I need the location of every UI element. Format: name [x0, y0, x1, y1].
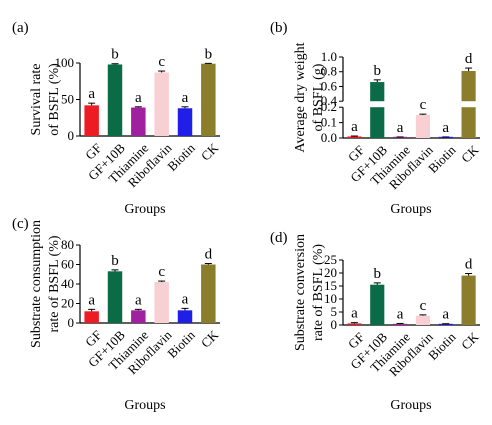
bar-4-4 — [438, 323, 453, 325]
bar-3-3 — [154, 282, 169, 323]
x-tick-label-2-5: CK — [458, 142, 482, 166]
y-tick-label-4-2: 10 — [324, 291, 337, 306]
significance-letter-2-5: d — [465, 51, 473, 67]
significance-letter-1-0: a — [88, 86, 95, 102]
significance-letter-2-0: a — [351, 119, 358, 135]
panel-label-4: (d) — [270, 230, 288, 246]
y-tick-label-1-1: 50 — [61, 92, 74, 107]
significance-letter-1-3: c — [158, 54, 165, 70]
x-tick-label-4-4: Biotin — [425, 329, 459, 363]
significance-letter-3-2: a — [135, 292, 142, 308]
y-tick-label-1-2: 100 — [55, 55, 75, 70]
bar-3-5 — [201, 264, 216, 323]
x-tick-label-2-4: Biotin — [425, 142, 459, 176]
x-tick-label-3-4: Biotin — [164, 327, 198, 361]
x-tick-label-3-5: CK — [198, 327, 222, 351]
bar-2-1-lower — [370, 107, 385, 138]
significance-letter-4-1: b — [374, 266, 382, 282]
y-axis-label-2-line1: Average dry weight — [293, 42, 308, 152]
significance-letter-4-5: d — [465, 257, 473, 273]
y-tick-label-4-4: 20 — [324, 265, 337, 280]
y-tick-label-2-5: 0.8 — [321, 64, 337, 79]
y-tick-label-3-1: 20 — [61, 296, 74, 311]
significance-letter-3-4: a — [182, 291, 189, 307]
bar-4-3 — [415, 315, 430, 325]
significance-letter-2-4: a — [442, 120, 449, 136]
bar-4-2 — [393, 323, 408, 325]
bar-3-2 — [131, 310, 146, 323]
significance-letter-2-2: a — [397, 120, 404, 136]
bar-1-4 — [177, 108, 193, 136]
x-axis-label-1: Groups — [124, 202, 165, 217]
significance-letter-4-2: a — [397, 306, 404, 322]
y-tick-label-4-5: 25 — [324, 252, 337, 267]
bar-3-0 — [84, 311, 99, 323]
bar-2-5 — [461, 71, 476, 102]
bar-4-0 — [347, 323, 362, 325]
panel-label-3: (c) — [12, 216, 29, 232]
bar-4-1 — [370, 284, 385, 325]
x-axis-label-3: Groups — [124, 398, 165, 413]
significance-letter-1-2: a — [135, 90, 142, 106]
x-tick-label-4-5: CK — [458, 329, 482, 353]
y-tick-label-2-4: 0.6 — [321, 78, 338, 93]
bar-2-5-lower — [461, 107, 476, 138]
significance-letter-4-0: a — [351, 306, 358, 322]
x-tick-label-1-5: CK — [198, 140, 222, 164]
bar-4-5 — [461, 275, 476, 325]
significance-letter-4-3: c — [420, 298, 427, 314]
significance-letter-3-3: c — [158, 264, 165, 280]
bar-3-1 — [107, 271, 123, 323]
y-axis-label-2-line2: of BSFL (g) — [311, 63, 326, 131]
y-axis-label-4-line2: rate of BSFL (%) — [311, 244, 326, 341]
y-tick-label-3-3: 60 — [61, 257, 74, 272]
significance-letter-1-4: a — [182, 90, 189, 106]
x-tick-label-1-4: Biotin — [164, 140, 198, 174]
x-axis-label-4: Groups — [390, 398, 431, 413]
significance-letter-1-1: b — [111, 47, 119, 63]
y-tick-label-4-0: 0 — [331, 317, 338, 332]
significance-letter-1-5: b — [205, 46, 213, 62]
significance-letter-3-0: a — [88, 292, 95, 308]
significance-letter-3-5: d — [205, 247, 213, 263]
bar-1-5 — [201, 63, 216, 137]
y-tick-label-3-0: 0 — [68, 315, 75, 330]
y-tick-label-2-6: 1.0 — [321, 49, 337, 64]
y-tick-label-2-3: 0.4 — [321, 93, 338, 108]
y-axis-label-1-line1: Survival rate — [29, 64, 44, 136]
panel-label-2: (b) — [270, 20, 288, 36]
bar-2-3 — [415, 114, 430, 138]
panel-label-1: (a) — [12, 20, 29, 36]
y-axis-label-4-line1: Substrate conversion — [293, 234, 308, 351]
y-tick-label-4-3: 15 — [324, 278, 337, 293]
significance-letter-2-1: b — [374, 63, 382, 79]
y-tick-label-2-2: 0.2 — [321, 99, 337, 114]
significance-letter-2-3: c — [420, 97, 427, 113]
x-axis-label-2: Groups — [390, 202, 431, 217]
bar-2-1 — [370, 82, 385, 102]
significance-letter-3-1: b — [111, 253, 119, 269]
bar-2-0 — [347, 136, 362, 138]
bar-1-1 — [107, 64, 123, 136]
y-tick-label-4-1: 5 — [331, 304, 338, 319]
bar-1-2 — [131, 107, 146, 136]
significance-letter-4-4: a — [442, 307, 449, 323]
y-axis-label-1-line2: of BSFL (%) — [47, 63, 62, 136]
y-tick-label-2-0: 0.0 — [321, 130, 337, 145]
bar-3-4 — [177, 310, 193, 323]
y-tick-label-3-4: 80 — [61, 237, 74, 252]
bar-1-3 — [154, 72, 169, 136]
y-axis-label-3-line1: Substrate consumption — [29, 220, 44, 348]
y-tick-label-2-1: 0.1 — [321, 115, 337, 130]
y-axis-label-3-line2: rate of BSFL (%) — [47, 235, 62, 332]
bar-1-0 — [84, 105, 99, 136]
y-tick-label-3-2: 40 — [61, 276, 74, 291]
y-tick-label-1-0: 0 — [68, 128, 75, 143]
